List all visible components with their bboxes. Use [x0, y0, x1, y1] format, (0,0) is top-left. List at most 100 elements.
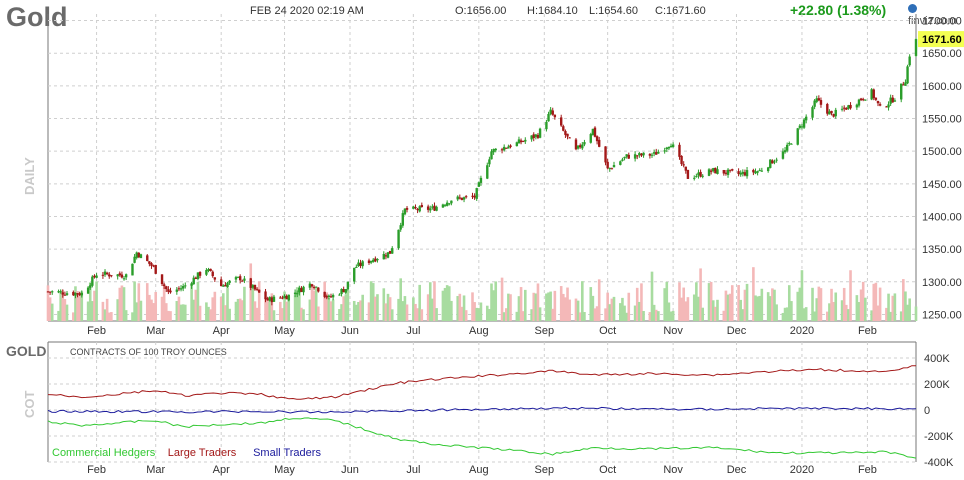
candle-body	[165, 286, 168, 290]
price-y-tick-label: 1450.00	[922, 179, 962, 191]
candle-body	[505, 147, 508, 149]
candle-body	[312, 286, 316, 288]
volume-bar	[758, 295, 762, 321]
volume-bar	[133, 281, 136, 321]
candle-body	[834, 109, 837, 117]
cot-x-tick-label: Jul	[406, 464, 420, 476]
cot-y-tick-label: 0	[924, 405, 930, 417]
volume-bar	[234, 301, 238, 321]
volume-bar	[574, 298, 578, 321]
candle-body	[488, 159, 491, 165]
volume-bar	[371, 283, 375, 321]
volume-bar	[207, 306, 210, 321]
volume-bar	[473, 302, 476, 321]
volume-bar	[164, 303, 168, 321]
volume-bar	[162, 284, 166, 321]
volume-bar	[359, 300, 362, 321]
volume-bar	[889, 311, 892, 321]
volume-bar	[118, 287, 122, 321]
candle-body	[874, 97, 878, 100]
finviz-logo-icon	[908, 4, 917, 13]
volume-bar	[509, 294, 512, 321]
cot-x-tick-label: 2020	[790, 464, 814, 476]
candle-body	[74, 292, 77, 296]
candle-body	[642, 152, 645, 156]
candle-body	[581, 144, 584, 149]
volume-bar	[825, 311, 829, 321]
volume-bar	[433, 281, 436, 321]
price-y-tick-label: 1250.00	[922, 309, 962, 321]
cot-axis-title: COT	[22, 391, 37, 419]
volume-bar	[403, 296, 407, 321]
volume-bar	[131, 312, 134, 321]
candle-body	[190, 283, 193, 286]
volume-bar	[462, 295, 466, 321]
candle-body	[783, 150, 787, 153]
candle-body	[549, 109, 552, 114]
price-x-tick-label: Aug	[469, 325, 489, 337]
candle-body	[255, 288, 259, 290]
volume-bar	[530, 309, 533, 321]
candle-body	[477, 182, 481, 187]
candle-body	[619, 161, 622, 165]
price-x-tick-label: Sep	[535, 325, 555, 337]
volume-bar	[224, 305, 227, 321]
volume-bar	[312, 290, 316, 321]
volume-bar	[737, 285, 740, 321]
volume-bar	[754, 295, 757, 321]
candle-body	[811, 107, 814, 118]
candle-body	[579, 145, 582, 148]
volume-bar	[534, 293, 538, 321]
volume-bar	[283, 291, 286, 321]
candle-body	[464, 196, 468, 198]
volume-bar	[196, 281, 200, 321]
volume-bar	[604, 308, 607, 321]
candle-body	[737, 171, 740, 174]
candle-body	[315, 286, 318, 288]
candle-body	[562, 126, 565, 131]
candle-body	[148, 261, 151, 264]
volume-bar	[57, 310, 60, 321]
candle-body	[598, 139, 601, 147]
volume-bar	[416, 308, 419, 321]
volume-bar	[418, 284, 421, 321]
open-value: O:1656.00	[455, 5, 507, 17]
volume-bar	[338, 309, 341, 321]
candle-body	[65, 293, 69, 295]
volume-bar	[175, 301, 179, 321]
candle-body	[458, 197, 462, 199]
candle-body	[872, 89, 875, 99]
volume-bar	[314, 287, 318, 321]
candle-body	[678, 144, 681, 157]
volume-bar	[914, 306, 918, 321]
volume-bar	[167, 310, 170, 321]
candle-body	[338, 294, 341, 296]
volume-bar	[101, 301, 105, 321]
candle-body	[741, 171, 745, 174]
volume-bar	[268, 301, 272, 321]
volume-bar	[293, 295, 297, 321]
volume-bar	[904, 291, 907, 321]
volume-bar	[855, 295, 859, 321]
volume-bar	[367, 302, 371, 321]
volume-bar	[834, 292, 838, 321]
volume-bar	[724, 290, 728, 321]
candle-body	[179, 288, 183, 290]
volume-bar	[72, 312, 75, 321]
candle-body	[397, 229, 400, 249]
candle-body	[323, 291, 326, 297]
candle-body	[89, 285, 92, 288]
candle-body	[766, 167, 770, 172]
candle-body	[538, 128, 542, 138]
volume-bar	[46, 285, 50, 321]
volume-bar	[344, 294, 348, 321]
candle-body	[344, 289, 347, 293]
candle-body	[93, 275, 96, 278]
price-x-tick-label: Jul	[406, 325, 420, 337]
volume-bar	[78, 292, 81, 321]
candle-body	[268, 297, 271, 301]
candle-body	[665, 147, 668, 150]
candle-body	[623, 156, 626, 159]
volume-bar	[857, 302, 861, 321]
volume-bar	[443, 287, 447, 321]
